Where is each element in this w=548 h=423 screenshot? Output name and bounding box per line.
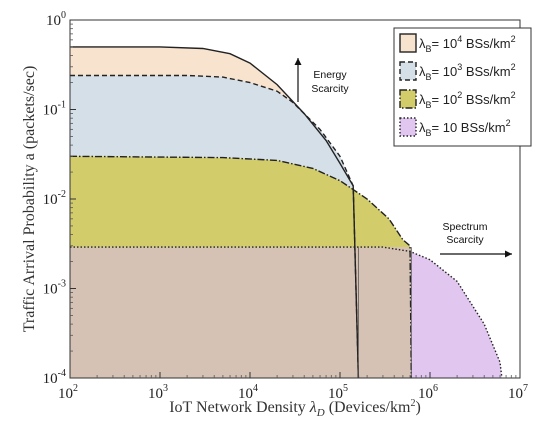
spectrum-scarcity-label: Scarcity: [446, 234, 484, 246]
energy-scarcity-label: Scarcity: [311, 83, 349, 95]
legend: λB= 104 BSs/km2 λB= 103 BSs/km2 λB= 102 BS…: [393, 27, 532, 147]
series-line-1: [70, 46, 360, 379]
x-axis: 102 103 104 105 106 107: [58, 372, 528, 402]
series-line-2: [70, 74, 360, 379]
x-tick-label: 107: [508, 383, 528, 402]
x-tick-label: 106: [418, 383, 438, 402]
y-tick-label: 10-2: [43, 189, 66, 208]
series-line-4: [70, 246, 503, 379]
legend-swatch: [399, 33, 417, 53]
energy-scarcity-label: Energy: [313, 69, 347, 81]
y-axis: 100 10-1 10-2 10-3 10-4: [43, 10, 76, 387]
x-tick-label: 104: [238, 383, 258, 402]
x-axis-label: IoT Network Density λD (Devices/km2): [169, 398, 421, 419]
legend-label: λB= 10 BSs/km2: [419, 118, 511, 138]
legend-label: λB= 103 BSs/km2: [419, 62, 516, 82]
series-fills: [70, 46, 502, 379]
legend-label: λB= 104 BSs/km2: [419, 34, 516, 54]
x-tick-label: 105: [328, 383, 348, 402]
series-lines: [69, 46, 503, 379]
y-tick-label: 100: [46, 10, 66, 29]
legend-box: [393, 27, 532, 147]
x-tick-label: 102: [58, 383, 78, 402]
spectrum-scarcity-label: Spectrum: [443, 221, 488, 233]
series-line-3: [69, 155, 412, 379]
legend-swatch: [399, 117, 417, 137]
legend-swatch: [399, 61, 417, 81]
legend-swatch: [399, 89, 417, 109]
y-tick-label: 10-4: [43, 368, 66, 387]
y-tick-label: 10-3: [43, 279, 66, 298]
overlap-fill: [70, 247, 412, 378]
x-tick-label: 103: [148, 383, 168, 402]
y-tick-label: 10-1: [43, 100, 66, 119]
legend-label: λB= 102 BSs/km2: [419, 90, 516, 110]
y-axis-label: Traffic Arrival Probability a (packets/s…: [21, 66, 38, 333]
